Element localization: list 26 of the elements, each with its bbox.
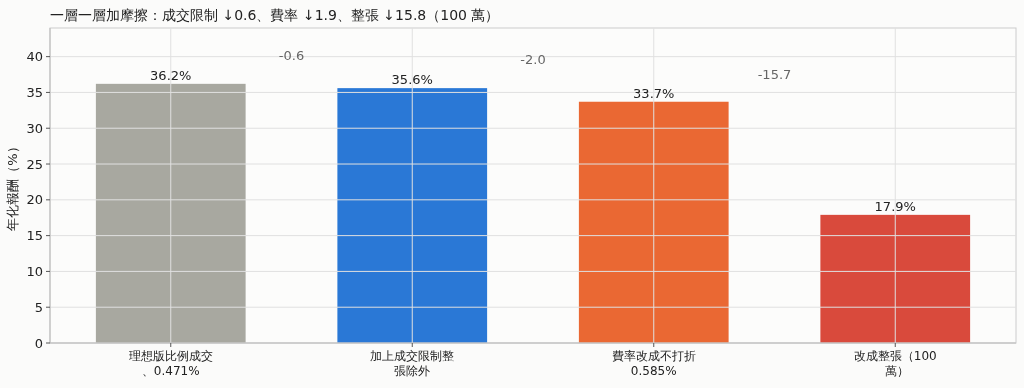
x-tick-label: 改成整張（100 萬） xyxy=(853,349,937,378)
bar xyxy=(337,88,488,343)
data-label: 17.9% xyxy=(874,198,916,214)
y-tick-label: 20 xyxy=(26,192,43,208)
y-tick-label: 30 xyxy=(26,120,43,136)
bar xyxy=(820,214,971,343)
x-tick-label: 理想版比例成交、0.471% xyxy=(128,349,213,378)
y-axis-title: 年化報酬（%） xyxy=(5,140,20,231)
x-tick-label: 加上成交限制整張除外 xyxy=(370,349,455,378)
data-label: 35.6% xyxy=(391,72,433,88)
y-tick-label: 10 xyxy=(26,263,43,279)
data-label: 33.7% xyxy=(633,85,675,101)
annotation: -15.7 xyxy=(757,66,792,82)
y-tick-label: 0 xyxy=(34,335,43,351)
y-tick-label: 5 xyxy=(34,299,43,315)
y-tick-label: 25 xyxy=(26,156,43,172)
annotation: -2.0 xyxy=(520,51,546,67)
y-tick-label: 35 xyxy=(26,84,43,100)
chart-title: 一層一層加摩擦：成交限制 ↓0.6、費率 ↓1.9、整張 ↓15.8（100 萬） xyxy=(50,7,500,23)
y-tick-label: 15 xyxy=(26,228,43,244)
x-tick-label: 費率改成不打折0.585% xyxy=(611,349,696,378)
bar xyxy=(578,101,729,343)
bar xyxy=(95,83,246,343)
annotation: -0.6 xyxy=(278,47,305,63)
data-label: 36.2% xyxy=(150,67,192,83)
y-tick-label: 40 xyxy=(26,49,43,65)
